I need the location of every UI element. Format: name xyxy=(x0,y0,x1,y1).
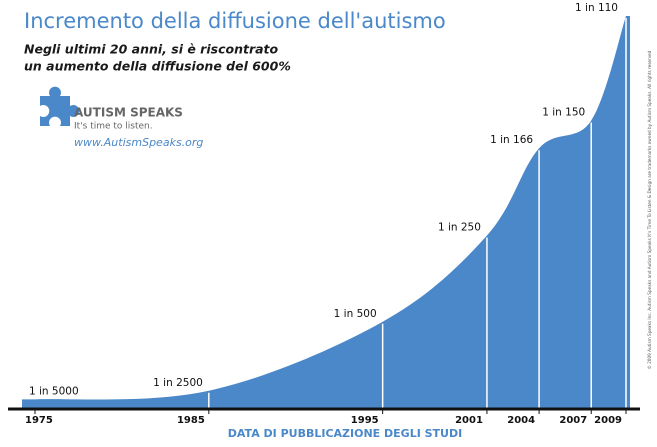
value-label: 1 in 500 xyxy=(334,308,377,320)
value-label: 1 in 5000 xyxy=(29,385,79,397)
x-tick-label: 2001 xyxy=(455,415,483,426)
x-tick-label: 2004 xyxy=(507,415,535,426)
logo-name: AUTISM SPEAKS xyxy=(74,106,183,120)
value-label: 1 in 150 xyxy=(542,107,585,119)
x-tick-label: 2009 xyxy=(594,415,622,426)
x-tick-label: 1975 xyxy=(25,415,53,426)
puzzle-icon xyxy=(40,86,80,126)
value-label: 1 in 2500 xyxy=(153,377,203,389)
value-label: 1 in 110 xyxy=(575,2,618,14)
value-label: 1 in 166 xyxy=(490,134,533,146)
subtitle: Negli ultimi 20 anni, si è riscontrato xyxy=(24,42,279,57)
value-label: 1 in 250 xyxy=(438,222,481,234)
logo: AUTISM SPEAKS It's time to listen. www.A… xyxy=(40,86,203,149)
area xyxy=(22,16,630,408)
x-axis-label: DATA DI PUBBLICAZIONE DEGLI STUDI xyxy=(228,427,462,440)
logo-url: www.AutismSpeaks.org xyxy=(74,136,203,149)
x-tick-label: 1995 xyxy=(351,415,379,426)
copyright: © 2009 Autism Speaks Inc. Autism Speaks … xyxy=(647,50,652,369)
x-tick-label: 1985 xyxy=(177,415,205,426)
chart-title: Incremento della diffusione dell'autismo xyxy=(24,9,446,33)
subtitle: un aumento della diffusione del 600% xyxy=(24,59,291,74)
logo-tagline: It's time to listen. xyxy=(74,122,153,132)
x-tick-label: 2007 xyxy=(559,415,587,426)
